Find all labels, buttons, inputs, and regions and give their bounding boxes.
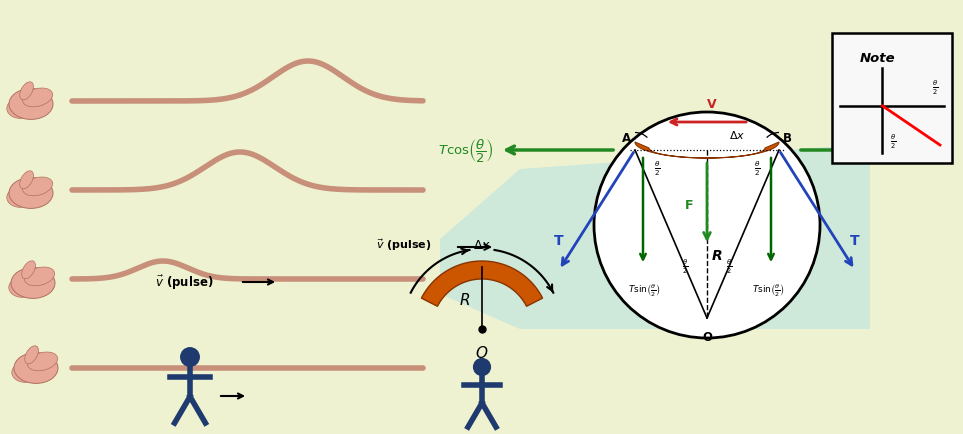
Ellipse shape [28,352,58,371]
Text: $T\cos\!\left(\dfrac{\theta}{2}\right)$: $T\cos\!\left(\dfrac{\theta}{2}\right)$ [438,137,494,164]
Ellipse shape [14,353,58,384]
Ellipse shape [9,89,53,120]
Ellipse shape [24,267,55,286]
Text: O: O [702,330,712,343]
Text: $\frac{\theta}{2}$: $\frac{\theta}{2}$ [726,257,732,276]
Text: $T\cos\!\left(\dfrac{\theta}{2}\right)$: $T\cos\!\left(\dfrac{\theta}{2}\right)$ [876,137,931,164]
Text: $R$: $R$ [458,291,470,307]
Ellipse shape [22,261,36,279]
Text: $\vec{v}$ (pulse): $\vec{v}$ (pulse) [155,273,214,291]
Text: $T\sin\!\left(\frac{\theta}{2}\right)$: $T\sin\!\left(\frac{\theta}{2}\right)$ [629,282,662,299]
Ellipse shape [19,82,34,101]
Text: $O$: $O$ [476,344,488,360]
Ellipse shape [7,99,33,119]
Text: Note: Note [860,52,896,65]
Ellipse shape [9,178,53,209]
Text: $\frac{\theta}{2}$: $\frac{\theta}{2}$ [654,159,661,178]
Ellipse shape [12,363,39,382]
Ellipse shape [22,89,53,108]
Text: $\Delta x$: $\Delta x$ [729,129,745,141]
Text: $\Delta x$: $\Delta x$ [473,238,491,251]
Ellipse shape [25,346,39,364]
Text: V: V [707,98,716,111]
Text: $\frac{\theta}{2}$: $\frac{\theta}{2}$ [682,257,689,276]
Polygon shape [440,145,870,329]
Polygon shape [635,143,779,159]
Text: B: B [783,132,792,145]
Text: $\vec{v}$ (pulse): $\vec{v}$ (pulse) [377,237,432,252]
Polygon shape [422,261,542,306]
Text: R: R [712,248,722,263]
Text: F: F [685,199,693,212]
Ellipse shape [22,178,53,196]
Ellipse shape [11,268,55,299]
Circle shape [181,348,199,366]
Text: $\frac{\theta}{2}$: $\frac{\theta}{2}$ [754,159,761,178]
Circle shape [474,359,490,375]
Text: $\frac{\theta}{2}$: $\frac{\theta}{2}$ [931,79,938,97]
Bar [832,34,952,164]
Ellipse shape [7,188,33,208]
Ellipse shape [19,171,34,189]
Text: T: T [554,233,563,247]
Text: T: T [850,233,860,247]
Ellipse shape [9,278,36,298]
Text: $\frac{\theta}{2}$: $\frac{\theta}{2}$ [891,132,897,151]
Circle shape [594,113,820,338]
Text: $T\sin\!\left(\frac{\theta}{2}\right)$: $T\sin\!\left(\frac{\theta}{2}\right)$ [752,282,786,299]
Text: A: A [622,132,632,145]
